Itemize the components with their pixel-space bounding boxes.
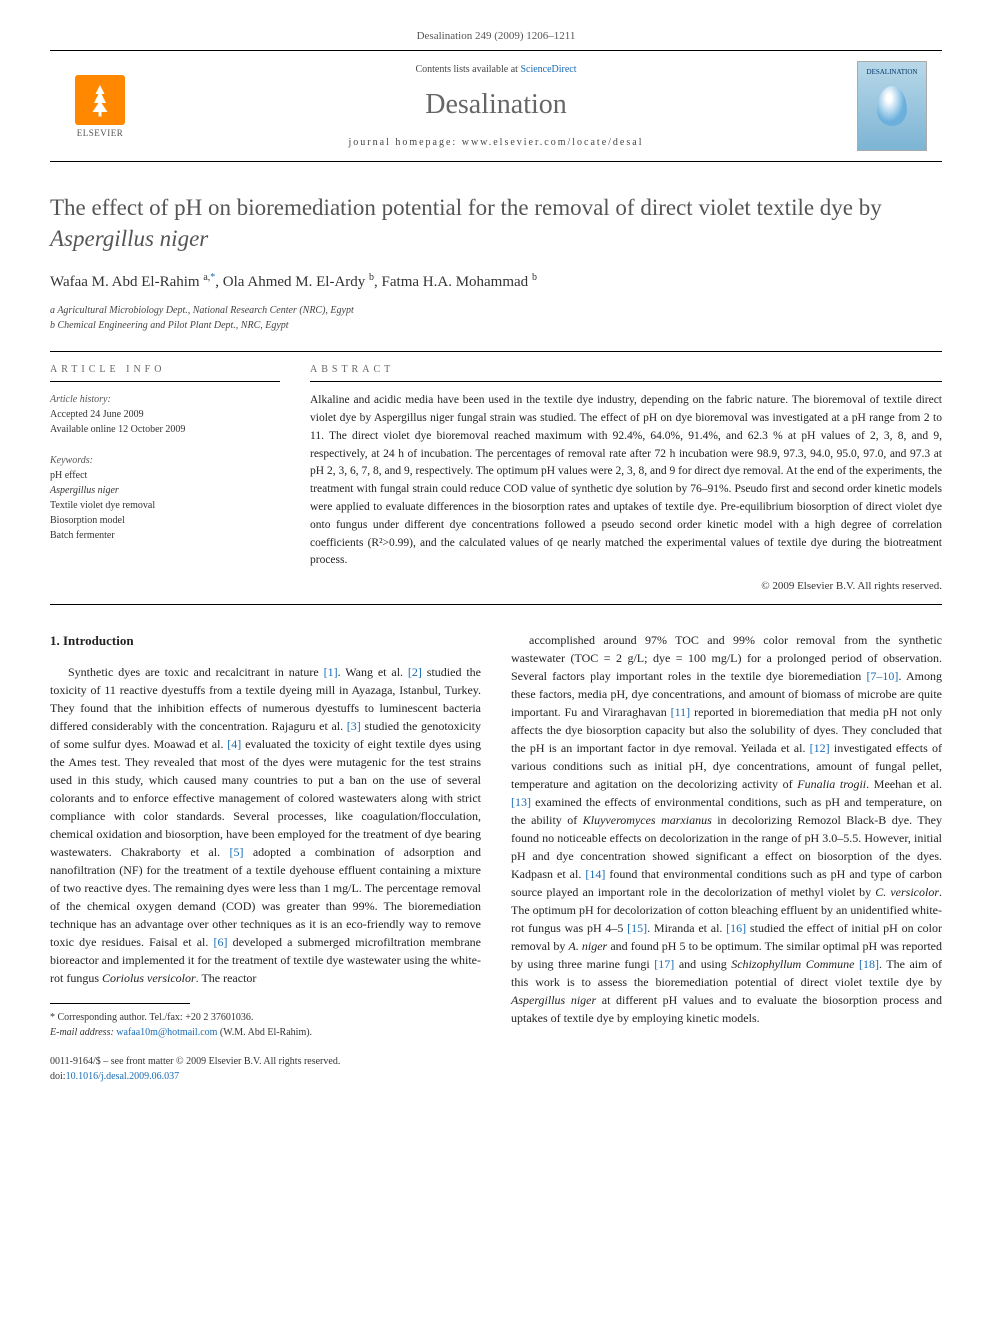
- email-line: E-mail address: wafaa10m@hotmail.com (W.…: [50, 1025, 481, 1040]
- keyword-species: Aspergillus niger: [50, 485, 119, 496]
- article-history: Article history: Accepted 24 June 2009 A…: [50, 392, 280, 437]
- elsevier-tree-icon: [75, 75, 125, 125]
- divider: [50, 604, 942, 605]
- email-link[interactable]: wafaa10m@hotmail.com: [116, 1027, 217, 1038]
- keyword: Textile violet dye removal: [50, 498, 280, 513]
- keyword: Biosorption model: [50, 513, 280, 528]
- header-center: Contents lists available at ScienceDirec…: [135, 64, 857, 148]
- cover-label: DESALINATION: [867, 68, 918, 76]
- citation-line: Desalination 249 (2009) 1206–1211: [50, 30, 942, 42]
- contents-prefix: Contents lists available at: [415, 64, 520, 75]
- corresponding-author: * Corresponding author. Tel./fax: +20 2 …: [50, 1010, 481, 1025]
- body-col-left: 1. Introduction Synthetic dyes are toxic…: [50, 631, 481, 1084]
- cover-drop-icon: [877, 86, 907, 126]
- homepage-label: journal homepage:: [349, 137, 462, 148]
- abstract-text: Alkaline and acidic media have been used…: [310, 392, 942, 570]
- abstract-header: ABSTRACT: [310, 364, 942, 382]
- abstract-copyright: © 2009 Elsevier B.V. All rights reserved…: [310, 580, 942, 592]
- page-container: Desalination 249 (2009) 1206–1211 ELSEVI…: [0, 0, 992, 1114]
- intro-paragraph-left: Synthetic dyes are toxic and recalcitran…: [50, 663, 481, 987]
- article-info-column: ARTICLE INFO Article history: Accepted 2…: [50, 364, 280, 592]
- corr-text: Corresponding author. Tel./fax: +20 2 37…: [55, 1012, 253, 1023]
- keyword: pH effect: [50, 468, 280, 483]
- abstract-column: ABSTRACT Alkaline and acidic media have …: [310, 364, 942, 592]
- doi-link[interactable]: 10.1016/j.desal.2009.06.037: [66, 1071, 180, 1082]
- keywords-block: Keywords: pH effect Aspergillus niger Te…: [50, 453, 280, 543]
- homepage-url: www.elsevier.com/locate/desal: [462, 137, 644, 148]
- intro-paragraph-right: accomplished around 97% TOC and 99% colo…: [511, 631, 942, 1027]
- body-col-right: accomplished around 97% TOC and 99% colo…: [511, 631, 942, 1084]
- contents-line: Contents lists available at ScienceDirec…: [135, 64, 857, 75]
- info-abstract-row: ARTICLE INFO Article history: Accepted 2…: [50, 364, 942, 592]
- journal-header: ELSEVIER Contents lists available at Sci…: [50, 50, 942, 162]
- footnotes: * Corresponding author. Tel./fax: +20 2 …: [50, 1010, 481, 1040]
- sciencedirect-link[interactable]: ScienceDirect: [520, 64, 576, 75]
- issn-line: 0011-9164/$ – see front matter © 2009 El…: [50, 1054, 481, 1069]
- bottom-info: 0011-9164/$ – see front matter © 2009 El…: [50, 1054, 481, 1084]
- affiliation-a: a Agricultural Microbiology Dept., Natio…: [50, 303, 942, 318]
- history-accepted: Accepted 24 June 2009: [50, 407, 280, 422]
- authors: Wafaa M. Abd El-Rahim a,*, Ola Ahmed M. …: [50, 272, 942, 291]
- elsevier-label: ELSEVIER: [77, 128, 124, 138]
- keyword: Batch fermenter: [50, 528, 280, 543]
- keyword: Aspergillus niger: [50, 483, 280, 498]
- divider: [50, 351, 942, 352]
- affiliations: a Agricultural Microbiology Dept., Natio…: [50, 303, 942, 333]
- intro-heading: 1. Introduction: [50, 631, 481, 651]
- email-suffix: (W.M. Abd El-Rahim).: [217, 1027, 312, 1038]
- homepage-line: journal homepage: www.elsevier.com/locat…: [135, 137, 857, 148]
- article-info-header: ARTICLE INFO: [50, 364, 280, 382]
- footnote-divider: [50, 1003, 190, 1004]
- title-species: Aspergillus niger: [50, 226, 208, 251]
- elsevier-logo: ELSEVIER: [65, 69, 135, 144]
- doi-line: doi:10.1016/j.desal.2009.06.037: [50, 1069, 481, 1084]
- email-label: E-mail address:: [50, 1027, 116, 1038]
- journal-cover: DESALINATION: [857, 61, 927, 151]
- doi-prefix: doi:: [50, 1071, 66, 1082]
- history-online: Available online 12 October 2009: [50, 422, 280, 437]
- affiliation-b: b Chemical Engineering and Pilot Plant D…: [50, 318, 942, 333]
- history-label: Article history:: [50, 392, 280, 407]
- article-title: The effect of pH on bioremediation poten…: [50, 192, 942, 254]
- journal-name: Desalination: [135, 89, 857, 121]
- body-columns: 1. Introduction Synthetic dyes are toxic…: [50, 631, 942, 1084]
- title-prefix: The effect of pH on bioremediation poten…: [50, 195, 882, 220]
- keywords-label: Keywords:: [50, 453, 280, 468]
